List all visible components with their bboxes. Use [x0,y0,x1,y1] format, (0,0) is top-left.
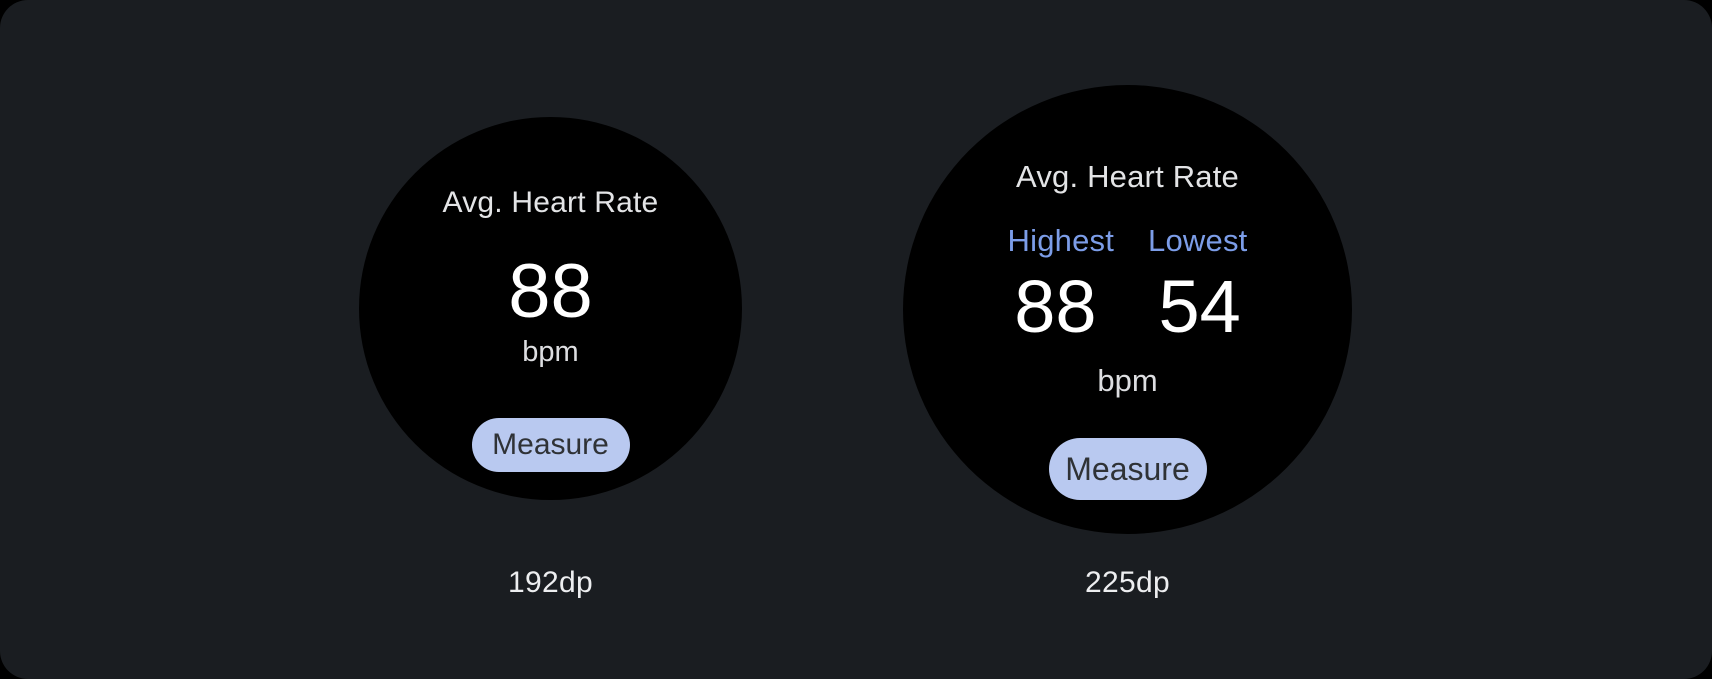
size-caption-192dp: 192dp [508,566,593,599]
stats-value-row: 88 54 [903,269,1352,345]
avg-heart-rate-title: Avg. Heart Rate [442,186,659,219]
heart-rate-value: 88 [508,249,593,334]
highest-value: 88 [1014,265,1097,348]
lowest-value: 54 [1158,265,1241,348]
lowest-label: Lowest [1148,223,1248,258]
avg-heart-rate-title: Avg. Heart Rate [1016,159,1239,194]
measure-button[interactable]: Measure [471,418,630,472]
stats-label-row: Highest Lowest [903,223,1352,258]
watch-face-225dp: Avg. Heart Rate Highest Lowest 88 54 bpm… [903,85,1352,534]
size-caption-225dp: 225dp [1085,566,1170,599]
highest-label: Highest [1007,223,1115,258]
watch-face-192dp: Avg. Heart Rate 88 bpm Measure [359,117,742,500]
measure-button[interactable]: Measure [1048,438,1207,500]
bpm-unit-label: bpm [1097,363,1158,398]
bpm-unit-label: bpm [522,336,579,368]
